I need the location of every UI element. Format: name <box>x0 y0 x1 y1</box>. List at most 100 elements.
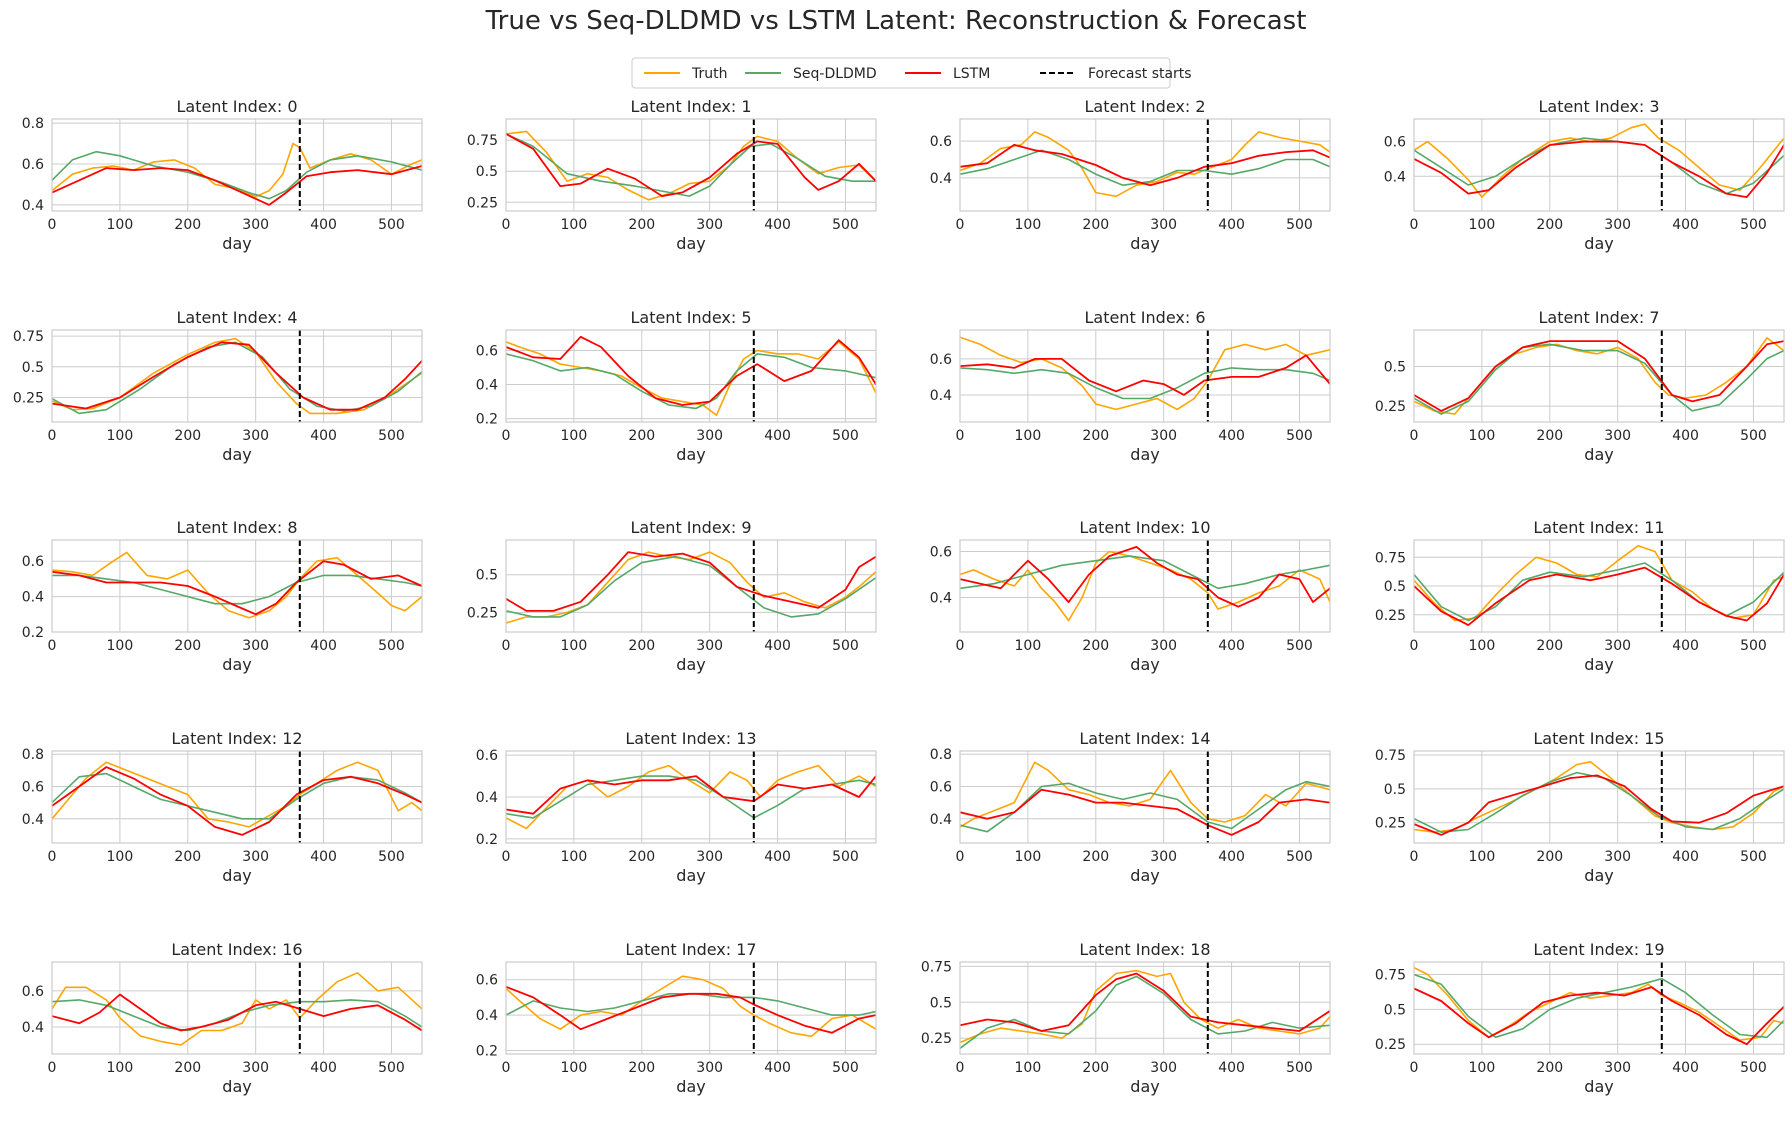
x-tick-label: 0 <box>956 638 965 654</box>
x-tick-label: 200 <box>1536 638 1563 654</box>
x-tick-label: 100 <box>561 428 588 444</box>
plot-frame <box>1413 539 1785 633</box>
x-tick-label: 0 <box>956 1060 965 1076</box>
plot-frame <box>959 329 1331 423</box>
x-axis-label: day <box>1130 234 1159 253</box>
x-tick-label: 200 <box>1536 428 1563 444</box>
y-tick-label: 0.25 <box>1375 1037 1406 1053</box>
y-tick-label: 0.5 <box>1384 782 1406 798</box>
series-group <box>1414 966 1784 1046</box>
x-tick-label: 500 <box>1286 1060 1313 1076</box>
x-axis-label: day <box>676 1077 705 1096</box>
series-line-lstm <box>960 546 1330 608</box>
x-tick-label: 200 <box>1536 1060 1563 1076</box>
x-axis-label: day <box>1130 1077 1159 1096</box>
series-line-lstm <box>52 993 422 1032</box>
x-axis-label: day <box>676 655 705 674</box>
y-tick-label: 0.5 <box>476 568 498 584</box>
x-tick-label: 200 <box>628 217 655 233</box>
plot-frame <box>505 961 877 1055</box>
x-tick-label: 300 <box>1604 428 1631 444</box>
subplot-title: Latent Index: 15 <box>1533 729 1664 748</box>
x-tick-label: 100 <box>107 1060 134 1076</box>
x-tick-label: 500 <box>1740 1060 1767 1076</box>
series-group <box>52 337 422 415</box>
x-tick-label: 200 <box>174 1060 201 1076</box>
subplot-10: Latent Index: 10 0 100 200 300 400 500 0.4 0.6 da… <box>930 518 1331 674</box>
y-tick-label: 0.25 <box>921 1031 952 1047</box>
subplot-title: Latent Index: 3 <box>1538 97 1659 116</box>
y-tick-label: 0.25 <box>467 605 498 621</box>
y-tick-label: 0.6 <box>22 780 44 796</box>
subplot-14: Latent Index: 14 0 100 200 300 400 500 0.4 0.6 0.… <box>930 729 1331 885</box>
x-tick-label: 200 <box>174 428 201 444</box>
series-group <box>506 764 876 830</box>
x-tick-label: 400 <box>1218 217 1245 233</box>
y-tick-label: 0.4 <box>22 812 44 828</box>
plot-frame <box>505 329 877 423</box>
series-line-truth <box>960 761 1330 828</box>
x-tick-label: 400 <box>764 217 791 233</box>
y-tick-label: 0.2 <box>476 1043 498 1059</box>
series-line-lstm <box>506 985 876 1034</box>
legend-label: LSTM <box>953 66 990 82</box>
series-line-seq-dldmd <box>1414 771 1784 833</box>
x-tick-label: 300 <box>1604 217 1631 233</box>
subplot-title: Latent Index: 17 <box>625 940 756 959</box>
y-tick-label: 0.6 <box>22 157 44 173</box>
y-tick-label: 0.4 <box>930 388 952 404</box>
plot-frame <box>51 750 423 844</box>
series-line-lstm <box>1414 140 1784 198</box>
y-tick-label: 0.5 <box>930 995 952 1011</box>
y-tick-label: 0.6 <box>476 748 498 764</box>
subplot-7: Latent Index: 7 0 100 200 300 400 500 0.25 0.5 da… <box>1375 308 1785 464</box>
x-tick-label: 400 <box>1672 849 1699 865</box>
x-tick-label: 300 <box>696 849 723 865</box>
series-line-seq-dldmd <box>52 574 422 605</box>
figure-title: True vs Seq-DLDMD vs LSTM Latent: Recons… <box>485 6 1307 36</box>
plot-frame <box>959 961 1331 1055</box>
subplot-title: Latent Index: 6 <box>1084 308 1205 327</box>
series-line-seq-dldmd <box>506 993 876 1016</box>
legend-label: Forecast starts <box>1088 66 1192 82</box>
x-tick-label: 500 <box>1286 428 1313 444</box>
y-tick-label: 0.6 <box>22 554 44 570</box>
x-tick-label: 500 <box>832 428 859 444</box>
y-tick-label: 0.5 <box>1384 359 1406 375</box>
y-tick-label: 0.6 <box>22 984 44 1000</box>
y-tick-label: 0.6 <box>476 973 498 989</box>
series-line-lstm <box>960 788 1330 836</box>
series-line-truth <box>960 969 1330 1044</box>
x-tick-label: 500 <box>1286 849 1313 865</box>
x-tick-label: 400 <box>1218 1060 1245 1076</box>
x-tick-label: 100 <box>1469 217 1496 233</box>
subplot-1: Latent Index: 1 0 100 200 300 400 500 0.25 0.5 0.… <box>467 97 877 253</box>
subplot-title: Latent Index: 2 <box>1084 97 1205 116</box>
plot-frame <box>959 118 1331 212</box>
x-tick-label: 100 <box>1469 849 1496 865</box>
subplot-title: Latent Index: 0 <box>176 97 297 116</box>
x-tick-label: 0 <box>502 428 511 444</box>
x-tick-label: 200 <box>628 849 655 865</box>
y-tick-label: 0.75 <box>1375 550 1406 566</box>
x-tick-label: 300 <box>1150 849 1177 865</box>
y-tick-label: 0.6 <box>1384 135 1406 151</box>
y-tick-label: 0.4 <box>930 812 952 828</box>
x-tick-label: 500 <box>378 217 405 233</box>
plot-frame <box>959 539 1331 633</box>
x-tick-label: 200 <box>1536 217 1563 233</box>
y-tick-label: 0.5 <box>1384 579 1406 595</box>
y-tick-label: 0.4 <box>22 1020 44 1036</box>
y-tick-label: 0.6 <box>930 545 952 561</box>
x-tick-label: 0 <box>1410 1060 1419 1076</box>
subplot-title: Latent Index: 7 <box>1538 308 1659 327</box>
series-group <box>52 142 422 206</box>
series-group <box>52 972 422 1046</box>
y-tick-label: 0.6 <box>930 780 952 796</box>
x-tick-label: 200 <box>1082 428 1109 444</box>
series-line-seq-dldmd <box>960 975 1330 1049</box>
x-tick-label: 500 <box>832 217 859 233</box>
x-tick-label: 200 <box>628 1060 655 1076</box>
x-tick-label: 300 <box>242 1060 269 1076</box>
x-tick-label: 200 <box>628 428 655 444</box>
